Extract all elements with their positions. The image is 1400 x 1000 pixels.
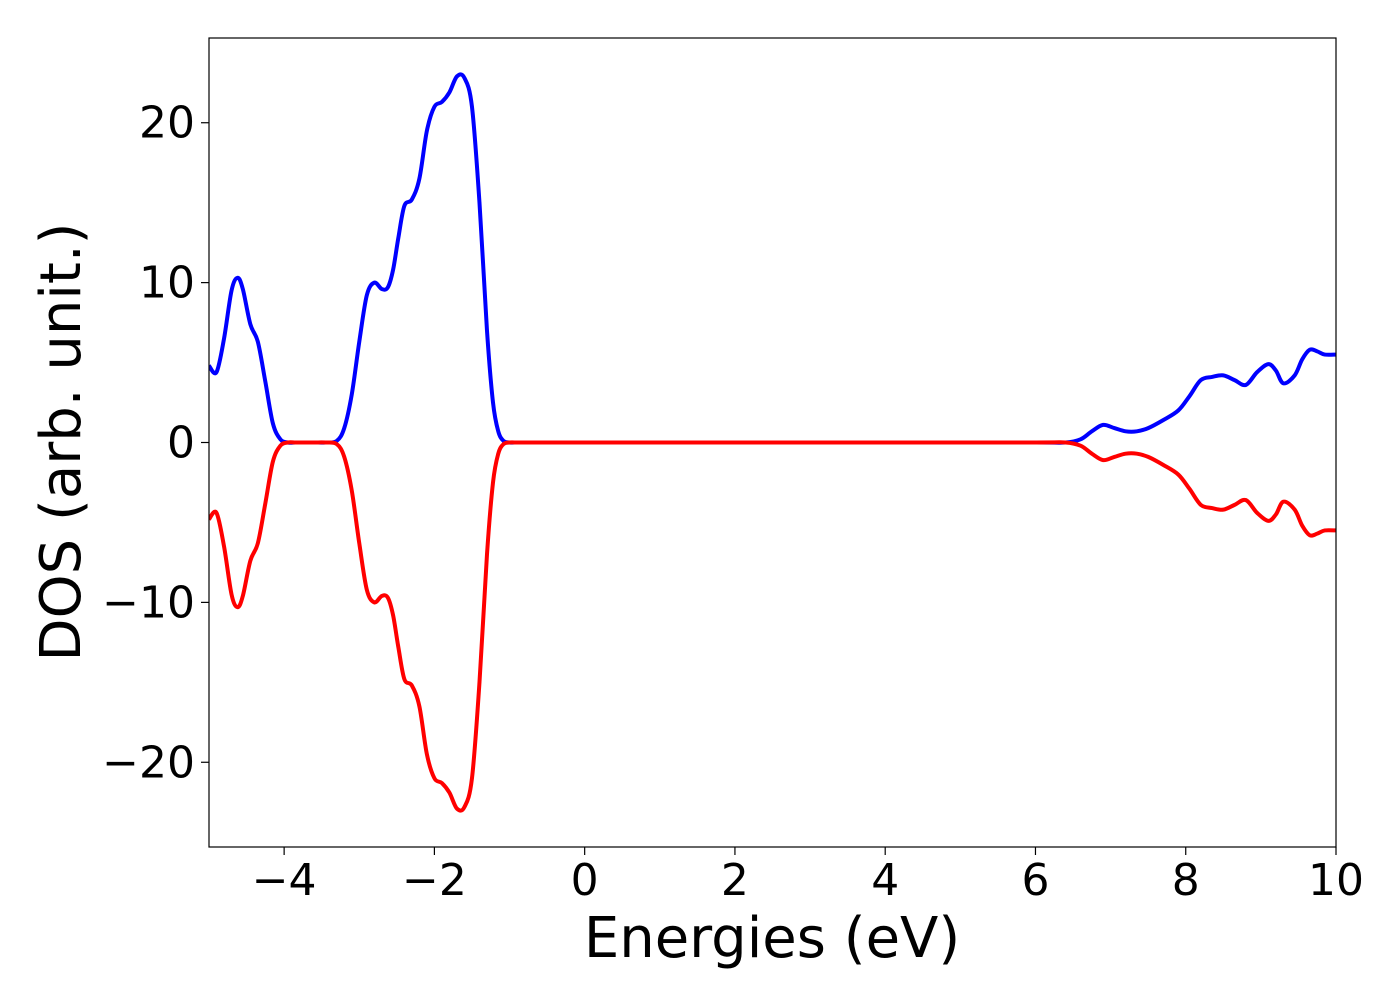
x-axis-label: Energies (eV) [584,906,960,971]
x-tick-label: 10 [1308,855,1364,906]
x-tick-label: 8 [1172,855,1200,906]
y-axis-label: DOS (arb. unit.) [29,222,94,661]
series-layer [209,72,1336,813]
y-tick-label: 10 [139,258,195,309]
y-tick-label: 20 [139,98,195,149]
x-tick-label: −2 [402,855,467,906]
x-tick-label: 0 [571,855,599,906]
x-tick-label: 4 [871,855,899,906]
y-tick-label: −10 [102,577,195,628]
series-line-1 [209,72,1336,445]
y-tick-label: −20 [102,737,195,788]
y-axis: −20 −10 0 10 20 [102,98,209,788]
x-axis: −4 −2 0 2 4 6 8 10 [252,847,1364,906]
x-tick-label: 6 [1021,855,1049,906]
y-tick-label: 0 [167,418,195,469]
x-tick-label: −4 [252,855,317,906]
x-tick-label: 2 [721,855,749,906]
series-line-2 [209,440,1336,813]
